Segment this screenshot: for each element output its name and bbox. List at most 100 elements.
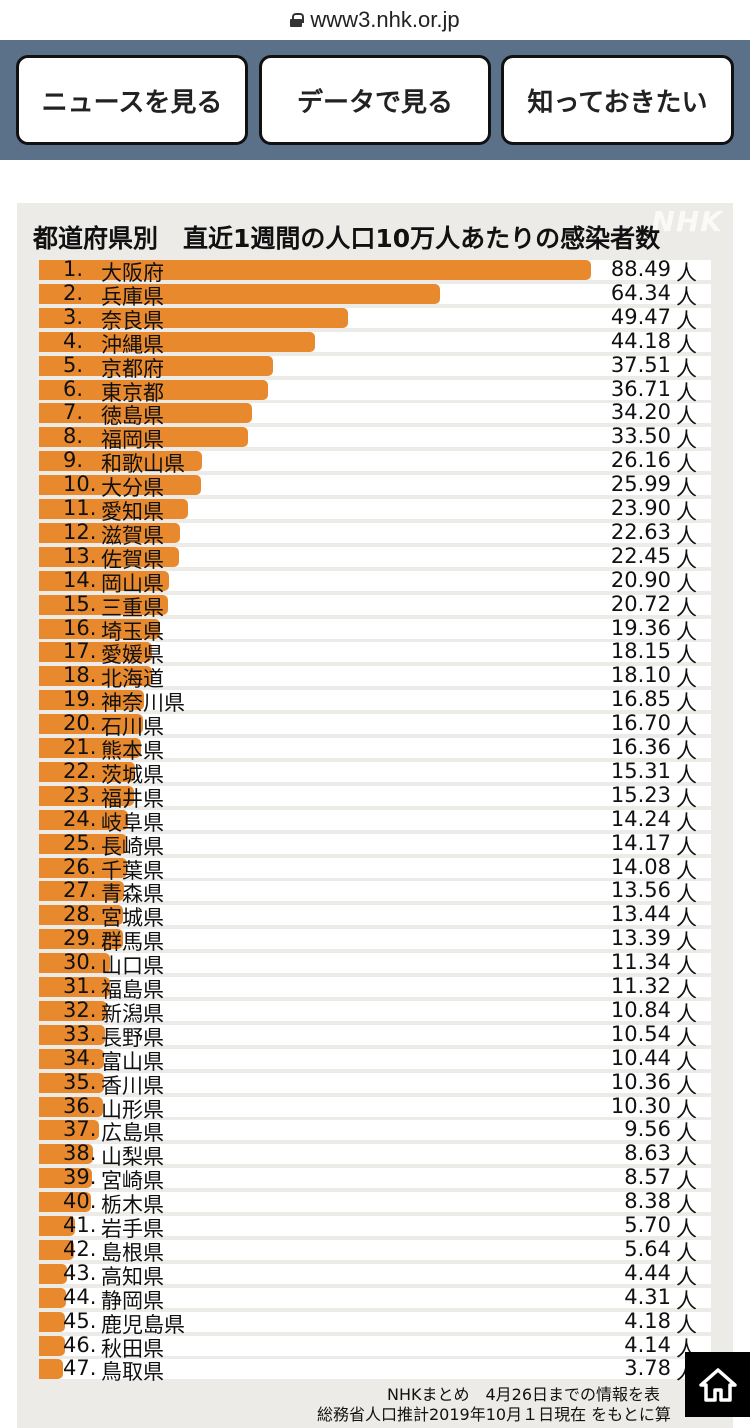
unit-label: 人: [676, 643, 697, 667]
chart-bar: [39, 905, 123, 925]
unit-label: 人: [676, 500, 697, 524]
rank-label: 11.: [63, 496, 97, 520]
prefecture-label: 栃木県: [101, 1193, 164, 1217]
home-icon: [698, 1367, 737, 1402]
prefecture-label: 群馬県: [101, 930, 164, 954]
chart-row: 3. 奈良県 49.47 人: [39, 305, 711, 333]
unit-label: 人: [676, 261, 697, 285]
value-label: 20.72: [610, 592, 671, 616]
learn-button[interactable]: 知っておきたい: [501, 55, 734, 145]
rank-label: 17.: [63, 639, 97, 663]
prefecture-label: 山形県: [101, 1098, 164, 1122]
chart-bar: [39, 595, 168, 615]
chart-bar: [39, 714, 143, 734]
value-label: 11.32: [610, 974, 671, 998]
chart-bar: [39, 810, 128, 830]
chart-row: 6. 東京都 36.71 人: [39, 377, 711, 405]
chart-row: 19. 神奈川県 16.85 人: [39, 687, 711, 715]
value-label: 5.70: [624, 1213, 671, 1237]
value-label: 18.15: [610, 639, 671, 663]
chart-row: 39. 宮崎県 8.57 人: [39, 1165, 711, 1193]
news-button[interactable]: ニュースを見る: [16, 55, 248, 145]
prefecture-label: 富山県: [101, 1050, 164, 1074]
rank-label: 44.: [63, 1285, 97, 1309]
value-label: 4.44: [624, 1261, 671, 1285]
chart-bar: [39, 1264, 67, 1284]
prefecture-label: 滋賀県: [101, 524, 164, 548]
chart-row: 17. 愛媛県 18.15 人: [39, 639, 711, 667]
chart-bar: [39, 1120, 99, 1140]
rank-label: 45.: [63, 1309, 97, 1333]
unit-label: 人: [676, 1145, 697, 1169]
chart-bar: [39, 929, 123, 949]
value-label: 15.23: [610, 783, 671, 807]
prefecture-label: 兵庫県: [101, 285, 164, 309]
value-label: 36.71: [610, 377, 671, 401]
unit-label: 人: [676, 1241, 697, 1265]
value-label: 8.57: [624, 1165, 671, 1189]
value-label: 14.08: [610, 855, 671, 879]
chart-row: 7. 徳島県 34.20 人: [39, 400, 711, 428]
rank-label: 38.: [63, 1141, 97, 1165]
chart-row: 18. 北海道 18.10 人: [39, 663, 711, 691]
unit-label: 人: [676, 524, 697, 548]
unit-label: 人: [676, 1289, 697, 1313]
value-label: 37.51: [610, 353, 671, 377]
rank-label: 40.: [63, 1189, 97, 1213]
prefecture-label: 北海道: [101, 667, 164, 691]
value-label: 10.30: [610, 1094, 671, 1118]
value-label: 5.64: [624, 1237, 671, 1261]
rank-label: 46.: [63, 1333, 97, 1357]
unit-label: 人: [676, 835, 697, 859]
rank-label: 12.: [63, 520, 97, 544]
chart-bar: [39, 1240, 74, 1260]
rank-label: 32.: [63, 998, 97, 1022]
rank-label: 8.: [63, 424, 84, 448]
rank-label: 47.: [63, 1356, 97, 1380]
unit-label: 人: [676, 978, 697, 1002]
rank-label: 7.: [63, 400, 84, 424]
chart-bar: [39, 690, 144, 710]
prefecture-label: 高知県: [101, 1265, 164, 1289]
prefecture-label: 福井県: [101, 787, 164, 811]
prefecture-label: 佐賀県: [101, 548, 164, 572]
rank-label: 4.: [63, 329, 84, 353]
prefecture-label: 大阪府: [101, 261, 164, 285]
prefecture-label: 宮崎県: [101, 1169, 164, 1193]
value-label: 10.44: [610, 1046, 671, 1070]
unit-label: 人: [676, 1026, 697, 1050]
rank-label: 10.: [63, 472, 97, 496]
rank-label: 16.: [63, 616, 97, 640]
prefecture-label: 京都府: [101, 357, 164, 381]
chart-bar: [39, 1025, 105, 1045]
rank-label: 33.: [63, 1022, 97, 1046]
chart-row: 44. 静岡県 4.31 人: [39, 1285, 711, 1313]
chart-row: 1. 大阪府 88.49 人: [39, 257, 711, 285]
value-label: 26.16: [610, 448, 671, 472]
rank-label: 23.: [63, 783, 97, 807]
chart-bar: [39, 1097, 103, 1117]
chart-row: 33. 長野県 10.54 人: [39, 1022, 711, 1050]
rank-label: 9.: [63, 448, 84, 472]
chart-row: 29. 群馬県 13.39 人: [39, 926, 711, 954]
prefecture-label: 島根県: [101, 1241, 164, 1265]
chart-row: 36. 山形県 10.30 人: [39, 1094, 711, 1122]
unit-label: 人: [676, 930, 697, 954]
rank-label: 26.: [63, 855, 97, 879]
unit-label: 人: [676, 739, 697, 763]
rank-label: 18.: [63, 663, 97, 687]
chart-row: 25. 長崎県 14.17 人: [39, 831, 711, 859]
rank-label: 30.: [63, 950, 97, 974]
chart-bar: [39, 858, 127, 878]
prefecture-label: 徳島県: [101, 404, 164, 428]
chart-bar: [39, 571, 169, 591]
unit-label: 人: [676, 404, 697, 428]
rank-label: 21.: [63, 735, 97, 759]
chart-bar: [39, 1288, 66, 1308]
nhk-watermark: NHK: [651, 205, 723, 238]
data-button[interactable]: データで見る: [259, 55, 491, 145]
chart-row: 16. 埼玉県 19.36 人: [39, 616, 711, 644]
browser-url-bar[interactable]: www3.nhk.or.jp: [0, 0, 750, 40]
home-button[interactable]: [685, 1352, 750, 1417]
rank-label: 42.: [63, 1237, 97, 1261]
